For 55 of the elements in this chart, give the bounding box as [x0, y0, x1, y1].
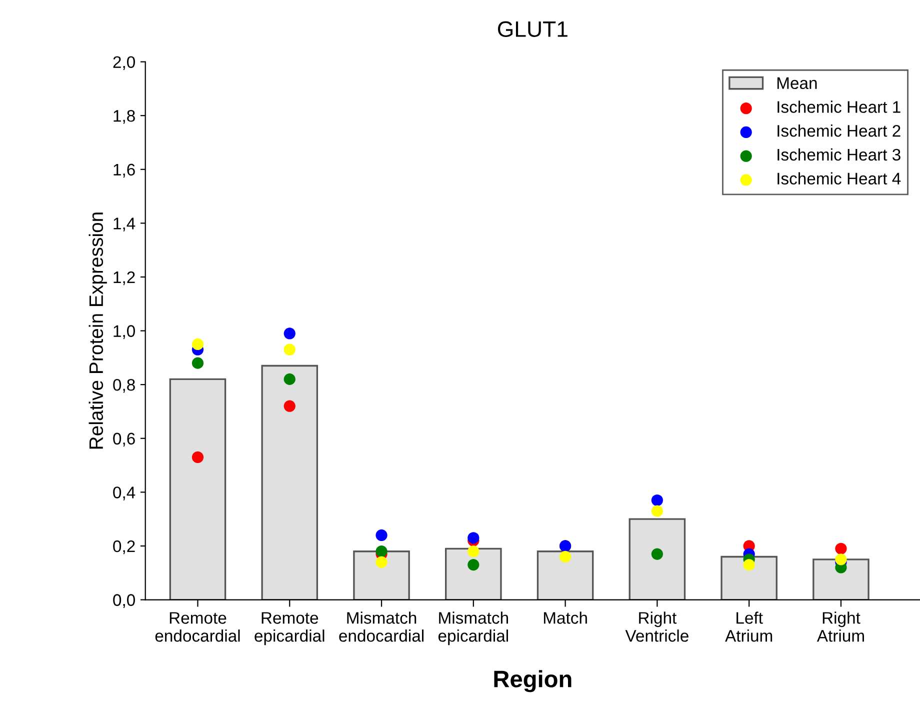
point: [376, 556, 388, 568]
point: [835, 542, 847, 554]
point: [559, 550, 572, 563]
point: [651, 505, 663, 517]
bar: [628, 518, 686, 600]
bar: [812, 558, 870, 600]
x-tick-label: Remote endocardial: [155, 612, 240, 642]
point: [743, 558, 755, 571]
y-tick-label: 0,4: [113, 486, 136, 500]
bar: [353, 550, 410, 600]
y-tick-label: 1,0: [114, 325, 135, 339]
point: [284, 328, 296, 340]
legend-label: Ischemic Heart 4: [778, 172, 901, 185]
x-tick-label: Left Atrium: [725, 612, 772, 642]
point: [468, 558, 480, 571]
y-tick-label: 0,0: [113, 594, 135, 608]
point: [651, 494, 663, 506]
y-tick-label: 0,2: [113, 540, 135, 554]
y-tick-label: 1,2: [114, 271, 135, 286]
legend-label: Mean: [777, 77, 817, 90]
x-tick-label: Mismatch endocardial: [339, 612, 424, 642]
x-axis-title: Region: [494, 670, 572, 692]
y-tick-label: 1,8: [114, 110, 135, 124]
x-tick-label: Mismatch epicardial: [438, 612, 508, 646]
point: [468, 546, 480, 558]
bar: [261, 364, 318, 600]
point: [284, 373, 296, 386]
point: [835, 554, 847, 566]
x-tick-label: Remote epicardial: [254, 612, 324, 646]
point: [192, 451, 204, 464]
bar: [169, 378, 226, 600]
bar: [445, 548, 502, 600]
point: [376, 529, 388, 542]
legend-label: Ischemic Heart 3: [778, 148, 900, 161]
y-axis-title: Relative Protein Expression: [88, 212, 107, 449]
legend-label: Ischemic Heart 1: [778, 100, 900, 113]
bar: [536, 550, 594, 600]
legend-label: Ischemic Heart 2: [778, 124, 900, 137]
point: [651, 548, 663, 560]
y-tick-label: 0,8: [113, 378, 135, 393]
y-tick-label: 1,6: [114, 164, 135, 178]
x-tick-label: Right Ventricle: [625, 612, 688, 642]
y-tick-label: 1,4: [114, 218, 136, 232]
point: [284, 344, 296, 356]
point: [284, 400, 296, 412]
point: [468, 532, 480, 544]
point: [376, 546, 388, 558]
chart-title: GLUT1: [498, 21, 568, 38]
y-tick-label: 2,0: [113, 56, 135, 70]
point: [192, 357, 204, 369]
point: [192, 338, 204, 350]
x-tick-label: Match: [544, 612, 587, 624]
y-tick-label: 0,6: [113, 432, 135, 447]
x-tick-label: Right Atrium: [816, 612, 864, 642]
bar: [720, 556, 778, 600]
